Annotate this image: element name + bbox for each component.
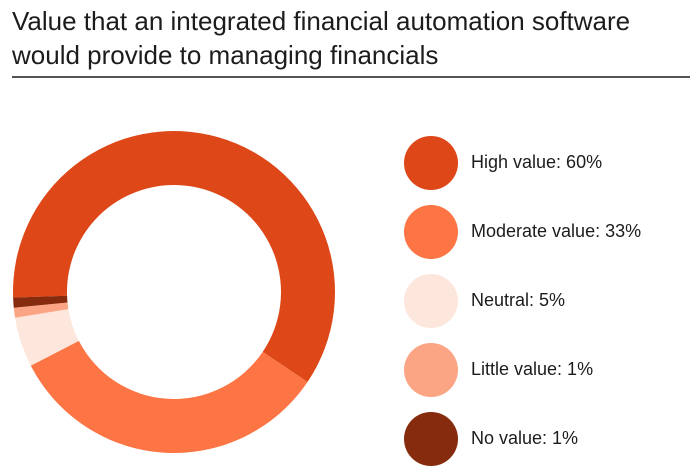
title-divider (12, 76, 690, 78)
donut-slice-moderate-value (30, 340, 308, 453)
donut-chart (13, 131, 336, 453)
chart-title: Value that an integrated financial autom… (12, 6, 631, 70)
legend-swatch (404, 204, 458, 259)
legend-label: Little value: 1% (471, 359, 594, 379)
legend-swatch (404, 135, 458, 190)
donut-slice-no-value (13, 295, 68, 308)
legend-label: High value: 60% (471, 152, 603, 172)
legend-item-little-value: Little value: 1% (404, 335, 641, 404)
legend-label: Moderate value: 33% (471, 221, 642, 241)
legend-item-no-value: No value: 1% (404, 404, 641, 473)
donut-slice-little-value (13, 302, 69, 318)
legend-swatch (404, 342, 458, 397)
donut-slice-high-value (13, 131, 336, 383)
donut-slice-neutral (15, 309, 79, 366)
legend-item-neutral: Neutral: 5% (404, 266, 641, 335)
legend-label: Neutral: 5% (471, 290, 566, 310)
chart-legend: High value: 60% Moderate value: 33% Neutra… (404, 128, 641, 473)
legend-swatch (404, 273, 458, 328)
legend-label: No value: 1% (471, 428, 579, 448)
legend-item-moderate-value: Moderate value: 33% (404, 197, 641, 266)
legend-swatch (404, 411, 458, 466)
legend-item-high-value: High value: 60% (404, 128, 641, 197)
